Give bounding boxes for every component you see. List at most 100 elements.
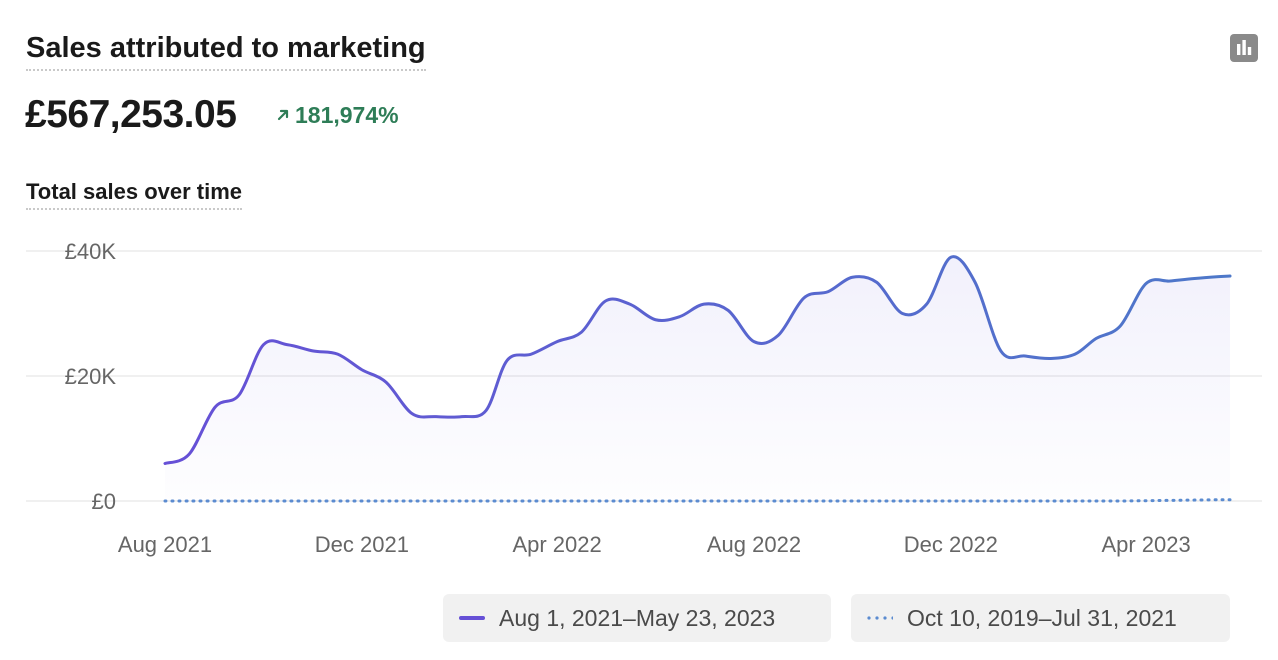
current-data-point[interactable] [997,347,1005,355]
current-data-point[interactable] [1071,350,1079,358]
legend-comparison-period[interactable]: Oct 10, 2019–Jul 31, 2021 [851,594,1230,642]
compare-data-point[interactable] [1143,498,1149,504]
compare-data-point[interactable] [1093,498,1099,504]
current-data-point[interactable] [161,460,169,468]
current-data-point[interactable] [185,450,193,458]
chart-title: Total sales over time [26,178,243,210]
compare-data-point[interactable] [528,498,534,504]
compare-data-point[interactable] [383,498,389,504]
current-data-point[interactable] [1092,335,1100,343]
metric-value: £567,253.05 [25,93,237,136]
compare-data-point[interactable] [1117,498,1123,504]
legend-current-period[interactable]: Aug 1, 2021–May 23, 2023 [443,594,831,642]
solid-line-swatch-icon [459,616,485,620]
current-data-point[interactable] [602,297,610,305]
current-data-point[interactable] [432,413,440,421]
current-data-point[interactable] [284,341,292,349]
compare-data-point[interactable] [1022,498,1028,504]
current-data-point[interactable] [553,338,561,346]
compare-data-point[interactable] [874,498,880,504]
compare-data-point[interactable] [483,498,489,504]
current-data-point[interactable] [382,378,390,386]
current-data-point[interactable] [873,278,881,286]
compare-data-point[interactable] [1048,498,1054,504]
compare-data-point[interactable] [603,498,609,504]
compare-data-point[interactable] [825,498,831,504]
current-data-point[interactable] [774,331,782,339]
current-data-point[interactable] [309,347,317,355]
compare-data-point[interactable] [924,498,930,504]
compare-data-point[interactable] [578,498,584,504]
current-data-point[interactable] [676,313,684,321]
compare-data-point[interactable] [285,498,291,504]
compare-data-point[interactable] [1192,497,1198,503]
compare-data-point[interactable] [948,498,954,504]
current-data-point[interactable] [1191,275,1199,283]
bar-chart-icon[interactable] [1230,34,1258,62]
compare-data-point[interactable] [310,498,316,504]
compare-data-point[interactable] [433,498,439,504]
current-data-point[interactable] [1166,277,1174,285]
current-data-point[interactable] [1142,280,1150,288]
current-data-point[interactable] [898,310,906,318]
compare-data-point[interactable] [849,498,855,504]
compare-series-line [163,498,1232,503]
current-data-point[interactable] [259,341,267,349]
compare-data-point[interactable] [1072,498,1078,504]
compare-data-point[interactable] [212,498,218,504]
current-data-point[interactable] [824,288,832,296]
compare-data-point[interactable] [653,498,659,504]
compare-data-point[interactable] [972,498,978,504]
compare-data-point[interactable] [162,498,168,504]
compare-data-point[interactable] [409,498,415,504]
compare-data-point[interactable] [725,498,731,504]
current-data-point[interactable] [947,253,955,261]
compare-data-point[interactable] [359,498,365,504]
current-data-point[interactable] [1021,352,1029,360]
legend-current-label: Aug 1, 2021–May 23, 2023 [499,604,776,631]
current-data-point[interactable] [482,406,490,414]
current-data-point[interactable] [1226,272,1234,280]
current-data-point[interactable] [1215,273,1223,281]
current-data-point[interactable] [971,278,979,286]
current-data-point[interactable] [577,328,585,336]
current-data-point[interactable] [923,300,931,308]
compare-data-point[interactable] [775,498,781,504]
compare-data-point[interactable] [701,498,707,504]
current-data-point[interactable] [527,350,535,358]
current-data-point[interactable] [358,366,366,374]
compare-data-point[interactable] [1167,497,1173,503]
current-data-point[interactable] [235,391,243,399]
current-data-point[interactable] [1116,322,1124,330]
compare-data-point[interactable] [801,498,807,504]
current-data-point[interactable] [724,306,732,314]
compare-data-point[interactable] [260,498,266,504]
current-data-point[interactable] [1047,355,1055,363]
current-data-point[interactable] [626,300,634,308]
current-data-point[interactable] [503,356,511,364]
card-title: Sales attributed to marketing [26,30,426,71]
compare-data-point[interactable] [998,498,1004,504]
compare-data-point[interactable] [554,498,560,504]
dotted-line-swatch-icon [867,616,893,620]
compare-data-point[interactable] [236,498,242,504]
current-data-point[interactable] [334,350,342,358]
compare-data-point[interactable] [504,498,510,504]
current-data-point[interactable] [800,294,808,302]
compare-data-point[interactable] [335,498,341,504]
compare-data-point[interactable] [677,498,683,504]
compare-data-point[interactable] [186,498,192,504]
compare-data-point[interactable] [899,498,905,504]
current-data-point[interactable] [700,300,708,308]
current-data-point[interactable] [211,403,219,411]
current-data-point[interactable] [458,413,466,421]
compare-data-point[interactable] [627,498,633,504]
compare-data-point[interactable] [1216,497,1222,503]
current-data-point[interactable] [750,338,758,346]
current-data-point[interactable] [652,316,660,324]
compare-data-point[interactable] [459,498,465,504]
compare-data-point[interactable] [1227,497,1233,503]
compare-data-point[interactable] [751,498,757,504]
current-data-point[interactable] [408,410,416,418]
current-data-point[interactable] [848,273,856,281]
